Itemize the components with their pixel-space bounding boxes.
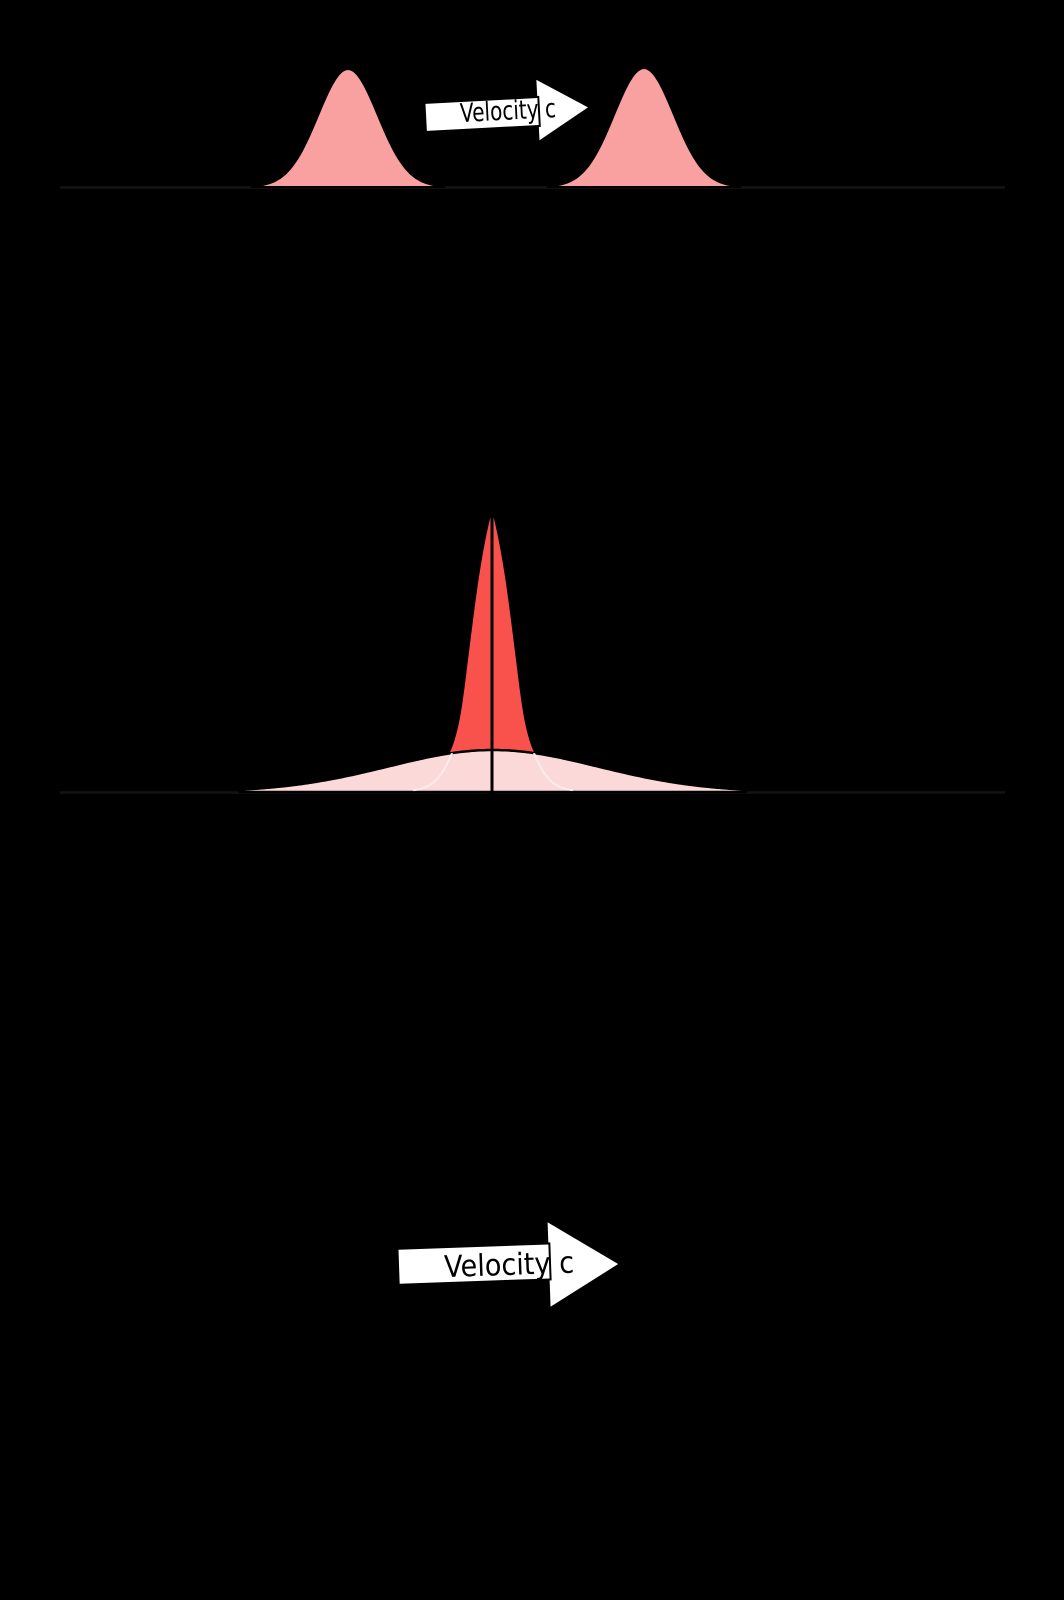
bottom-arrow-shaft [396, 1242, 552, 1286]
top-arrow-shaft [423, 95, 541, 133]
translated-pulse-curve [547, 66, 741, 188]
bottom-arrow-label: Velocity c [444, 1246, 575, 1286]
ghost-pulse-outline [412, 750, 574, 792]
top-velocity-arrow: Velocity c [423, 76, 592, 144]
initial-pulse-curve [251, 67, 445, 188]
top-arrow-label: Velocity c [459, 94, 556, 129]
bottom-velocity-arrow: Velocity c [396, 1218, 623, 1311]
